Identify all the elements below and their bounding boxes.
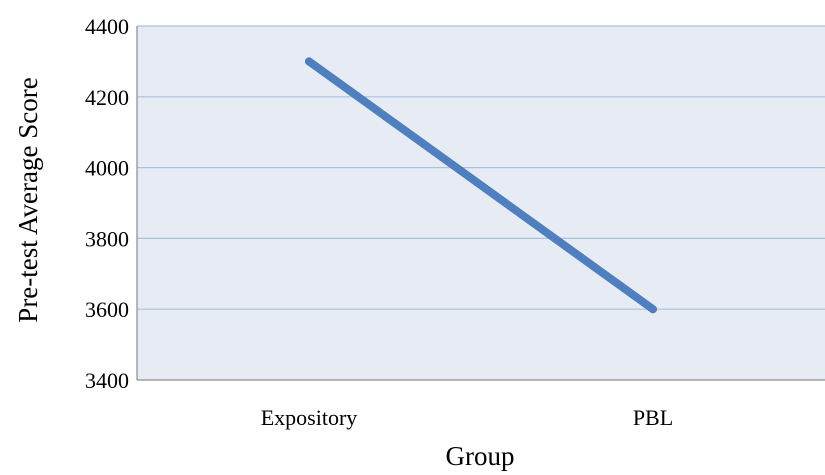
y-tick-label: 3600 <box>85 297 129 322</box>
y-tick-label: 4400 <box>85 14 129 39</box>
y-tick-label: 4200 <box>85 85 129 110</box>
x-tick-label: PBL <box>633 405 673 430</box>
data-point <box>649 305 657 314</box>
data-point <box>305 57 313 66</box>
y-tick-labels: 3400 3600 3800 4000 4200 4400 <box>85 14 129 393</box>
x-axis-title: Group <box>446 441 515 471</box>
series-line <box>305 57 657 314</box>
y-tick-label: 4000 <box>85 156 129 181</box>
y-axis-title: Pre-test Average Score <box>13 77 43 322</box>
y-tick-label: 3400 <box>85 368 129 393</box>
plot-area <box>137 26 825 380</box>
x-tick-label: Expository <box>261 405 358 430</box>
gridlines <box>137 25 825 310</box>
x-tick-labels: Expository PBL <box>261 405 673 430</box>
y-tick-label: 3800 <box>85 226 129 251</box>
data-series <box>305 57 657 314</box>
